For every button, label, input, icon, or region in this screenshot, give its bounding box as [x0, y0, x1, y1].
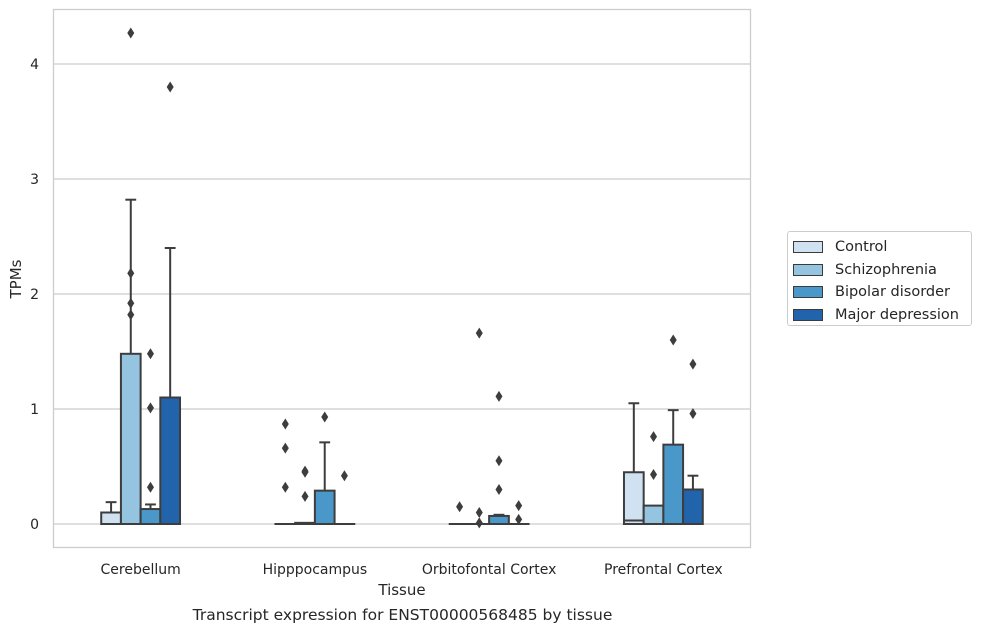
box-body [313, 489, 336, 525]
outlier-point [689, 358, 697, 370]
x-tick-label: Prefrontal Cortex [604, 562, 723, 578]
y-tick-labels: 0 1 2 3 4 [30, 57, 39, 533]
box-body [642, 504, 665, 526]
box-bipolar-disorder [313, 411, 336, 525]
outlier-point [650, 431, 658, 443]
box-major-depression [333, 470, 356, 526]
outlier-point [301, 490, 309, 502]
outlier-point [321, 411, 329, 423]
box-control [448, 501, 471, 526]
legend-swatch [793, 241, 823, 254]
legend-label: Major depression [835, 306, 959, 323]
outlier-point [340, 470, 348, 482]
plot-boxes [100, 27, 704, 529]
outlier-point [650, 469, 658, 481]
outlier-point [146, 402, 154, 414]
outlier-point [495, 390, 503, 402]
outlier-point [475, 507, 483, 518]
outlier-point [475, 517, 483, 529]
legend-item: Control [793, 236, 971, 259]
box-schizophrenia [294, 465, 316, 525]
y-tick-label: 4 [30, 57, 39, 73]
box-schizophrenia [468, 327, 491, 529]
legend-swatch [793, 263, 823, 276]
box-major-depression [682, 358, 704, 525]
box-body [682, 488, 704, 525]
legend-swatch [793, 286, 823, 299]
outlier-point [689, 408, 697, 420]
outlier-point [515, 500, 523, 512]
outlier-point [127, 27, 135, 39]
outlier-point [515, 513, 523, 525]
outlier-point [495, 455, 503, 467]
legend-swatch [793, 308, 823, 321]
outlier-point [475, 327, 483, 339]
outlier-point [495, 484, 503, 495]
box-bipolar-disorder [488, 390, 510, 526]
box-control [622, 402, 645, 525]
box-body [662, 443, 685, 525]
y-tick-label: 3 [30, 172, 39, 188]
outlier-point [301, 466, 309, 478]
box-major-depression [159, 81, 182, 525]
x-tick-labels: Cerebellum Hipppocampus Orbitofontal Corte… [101, 562, 723, 578]
outlier-point [146, 481, 154, 493]
box-body [622, 471, 645, 525]
figure-caption: Transcript expression for ENST0000056848… [192, 606, 613, 624]
box-major-depression [507, 500, 530, 526]
outlier-point [127, 309, 135, 321]
box-control [100, 501, 122, 525]
legend-label: Schizophrenia [835, 261, 937, 278]
outlier-point [669, 334, 677, 346]
outlier-point [456, 501, 464, 513]
box-body [100, 511, 122, 525]
x-tick-label: Orbitofontal Cortex [422, 562, 557, 578]
y-tick-label: 2 [30, 287, 39, 303]
legend-item: Bipolar disorder [793, 281, 971, 304]
y-tick-label: 1 [30, 402, 39, 418]
box-control [274, 418, 297, 526]
outlier-point [281, 418, 289, 430]
plot-frame [52, 8, 752, 549]
box-bipolar-disorder [139, 348, 162, 525]
legend-item: Schizophrenia [793, 259, 971, 282]
x-tick-label: Hipppocampus [263, 562, 368, 578]
legend: Control Schizophrenia Bipolar disorder Majo… [787, 231, 972, 326]
box-schizophrenia [119, 27, 142, 525]
y-axis-title: TPMs [7, 259, 25, 299]
outlier-point [146, 348, 154, 360]
outlier-point [281, 481, 289, 493]
box-body [139, 508, 162, 525]
box-bipolar-disorder [662, 334, 685, 525]
y-tick-label: 0 [30, 517, 39, 533]
box-schizophrenia [642, 431, 665, 526]
box-body [159, 396, 182, 525]
outlier-point [127, 297, 135, 309]
outlier-point [166, 81, 174, 93]
box-body [119, 352, 142, 525]
legend-item: Major depression [793, 304, 971, 327]
box-body [488, 514, 510, 526]
x-axis-title: Tissue [377, 581, 425, 599]
legend-label: Control [835, 239, 888, 256]
legend-label: Bipolar disorder [835, 284, 950, 301]
x-tick-label: Cerebellum [101, 562, 181, 578]
outlier-point [127, 267, 135, 279]
outlier-point [281, 442, 289, 454]
grid-lines [53, 63, 751, 525]
